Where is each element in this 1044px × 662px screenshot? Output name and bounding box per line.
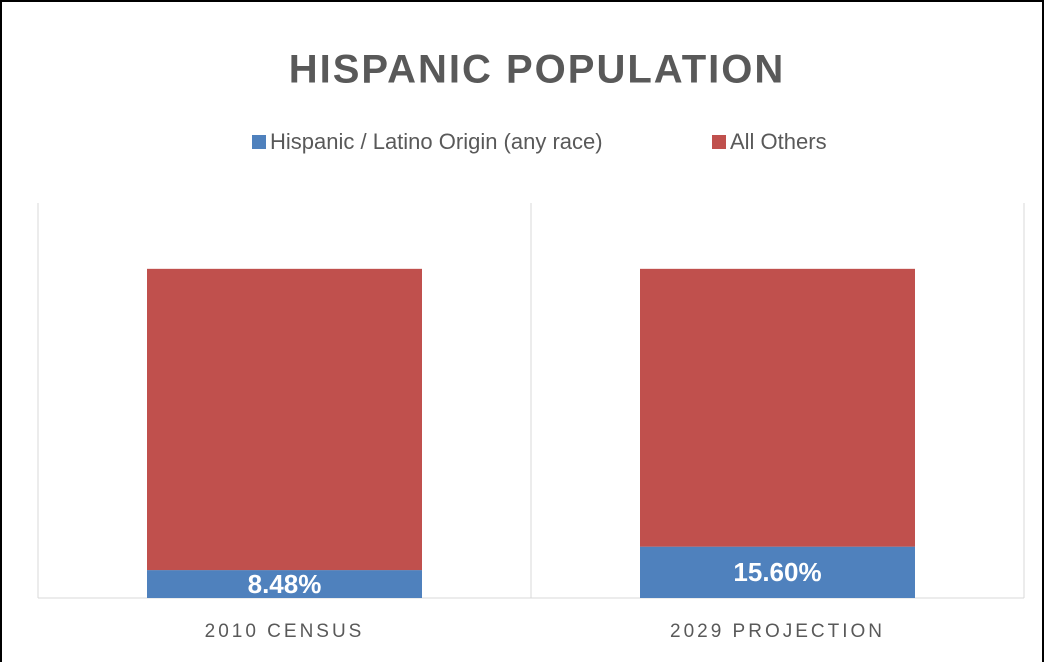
chart-title: HISPANIC POPULATION <box>289 48 786 92</box>
bar-segment <box>147 570 422 598</box>
data-label: 8.48% <box>248 569 322 599</box>
legend-label: Hispanic / Latino Origin (any race) <box>270 129 603 154</box>
bar-segment <box>640 268 915 547</box>
legend-label: All Others <box>730 129 827 154</box>
data-label: 15.60% <box>733 557 821 587</box>
legend-swatch <box>712 135 726 149</box>
x-tick-label: 2010 CENSUS <box>205 621 365 642</box>
legend-swatch <box>252 135 266 149</box>
bar-segment <box>147 268 422 571</box>
bar-segment <box>640 546 915 598</box>
x-tick-label: 2029 PROJECTION <box>670 621 885 642</box>
